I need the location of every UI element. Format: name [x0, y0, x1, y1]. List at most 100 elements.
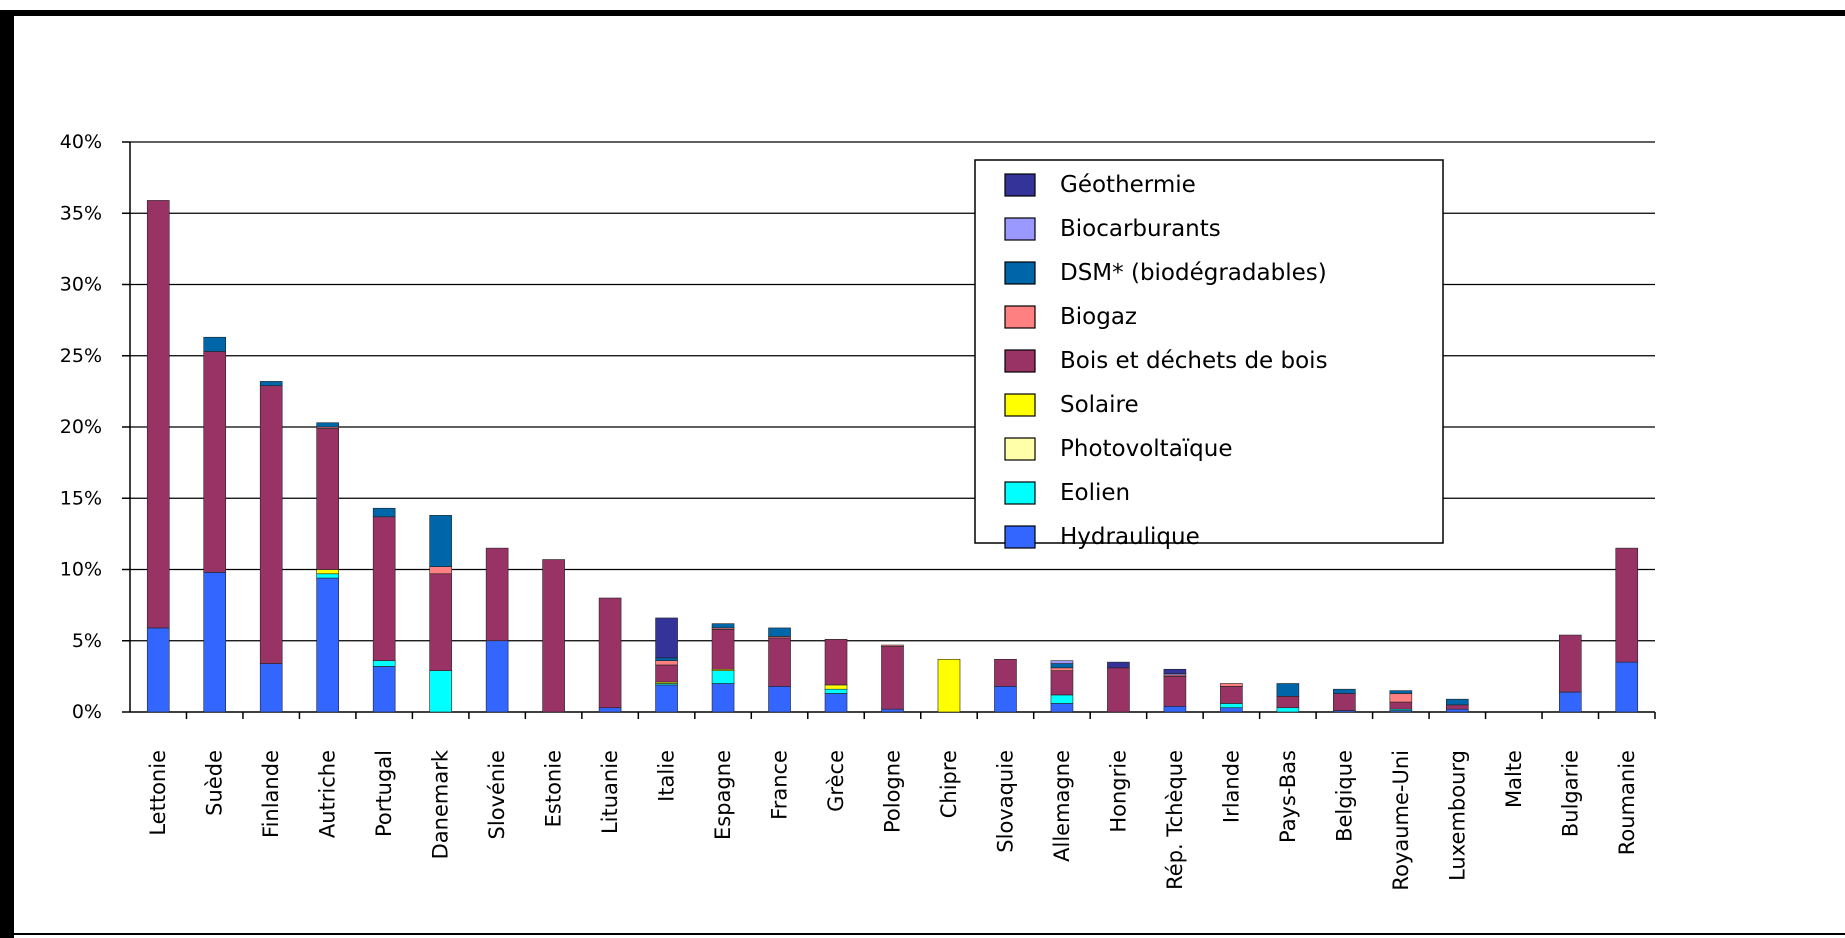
bar-segment: [259, 381, 283, 386]
legend-label: Géothermie: [1060, 172, 1196, 198]
x-tick-label: Belgique: [1332, 750, 1356, 842]
x-tick-label: Irlande: [1219, 750, 1243, 823]
bar-segment: [768, 686, 791, 713]
x-tick-label: Royaume-Uni: [1389, 750, 1413, 891]
legend-swatch: [1004, 349, 1036, 373]
frame-border-left: [0, 10, 14, 938]
bar-segment: [372, 516, 396, 662]
bar-segment: [937, 658, 961, 713]
bar-segment: [203, 336, 227, 352]
bar-segment: [1333, 693, 1356, 711]
bar-segment: [655, 684, 678, 713]
bar-segment: [1558, 634, 1582, 693]
bar-segment: [711, 670, 735, 684]
legend-box: [974, 159, 1444, 544]
legend-label: Solaire: [1060, 392, 1139, 418]
bar-segment: [259, 385, 283, 664]
bar-segment: [768, 627, 791, 637]
bar-segment: [1276, 696, 1300, 709]
legend-swatch: [1004, 261, 1036, 285]
x-tick-label: France: [768, 750, 792, 820]
x-tick-label: Grèce: [824, 750, 848, 812]
bar-segment: [824, 684, 848, 690]
y-tick-label: 25%: [60, 345, 102, 367]
x-tick-label: Finlande: [259, 750, 283, 838]
legend-label: Hydraulique: [1060, 524, 1200, 550]
legend-swatch: [1004, 481, 1036, 505]
bar-segment: [598, 707, 622, 713]
legend-swatch: [1004, 437, 1036, 461]
bar-segment: [655, 660, 678, 666]
bar-segment: [655, 657, 678, 661]
bar-segment: [1220, 683, 1243, 687]
bar-segment: [824, 639, 848, 686]
bar-segment: [824, 693, 848, 713]
bar-segment: [146, 627, 170, 713]
bar-segment: [1446, 698, 1469, 706]
chart-legend: Géothermie Biocarburants DSM* (biodégradab…: [974, 159, 1444, 550]
bar-segment: [429, 670, 452, 713]
bar-segment: [1389, 690, 1413, 694]
frame-border-top: [0, 10, 1845, 16]
bar-segment: [372, 507, 396, 518]
x-tick-label: Lettonie: [146, 750, 170, 836]
legend-swatch: [1004, 525, 1036, 549]
bar-segment: [1107, 667, 1130, 713]
x-tick-label: Suède: [203, 750, 227, 816]
bar-segment: [824, 688, 848, 694]
bar-segment: [1389, 701, 1413, 710]
bar-segment: [1050, 670, 1074, 696]
y-tick-label: 15%: [60, 487, 102, 509]
bar-segment: [1276, 707, 1300, 713]
bar-segment: [881, 646, 904, 710]
x-tick-label: Slovaquie: [993, 750, 1017, 853]
legend-swatch: [1004, 217, 1036, 241]
bar-segment: [485, 547, 509, 642]
x-tick-label: Malte: [1502, 750, 1526, 808]
bar-segment: [316, 573, 339, 579]
bar-segment: [1163, 676, 1187, 707]
bar-segment: [1220, 703, 1243, 709]
bar-segment: [1446, 704, 1469, 710]
bar-segment: [711, 623, 735, 629]
y-tick-label: 40%: [60, 131, 102, 153]
legend-label: Bois et déchets de bois: [1060, 348, 1328, 374]
bar-segment: [429, 573, 452, 671]
bar-segment: [711, 629, 735, 670]
bar-segment: [316, 422, 339, 428]
bar-segment: [316, 569, 339, 575]
bar-segment: [203, 572, 227, 713]
x-tick-label: Allemagne: [1050, 750, 1074, 862]
x-tick-label: Luxembourg: [1445, 750, 1469, 881]
bar-segment: [881, 708, 904, 713]
legend-label: Biocarburants: [1060, 216, 1221, 242]
x-tick-label: Autriche: [316, 750, 340, 838]
x-tick-label: Italie: [655, 750, 679, 802]
x-tick-label: Estonie: [542, 750, 566, 827]
bar-segment: [1389, 693, 1413, 703]
legend-label: Eolien: [1060, 480, 1130, 506]
y-tick-label: 5%: [72, 630, 102, 652]
y-tick-label: 0%: [72, 701, 102, 723]
legend-swatch: [1004, 305, 1036, 329]
bar-segment: [372, 660, 396, 667]
y-tick-label: 20%: [60, 416, 102, 438]
bar-segment: [1446, 708, 1469, 713]
bar-segment: [1107, 661, 1130, 669]
bar-segment: [1050, 663, 1074, 669]
bar-segment: [655, 617, 678, 659]
bar-segment: [1163, 668, 1187, 674]
legend-label: DSM* (biodégradables): [1060, 260, 1327, 286]
bar-segment: [485, 640, 509, 713]
bar-segment: [542, 559, 565, 713]
bar-segment: [1050, 703, 1074, 713]
bar-segment: [1050, 667, 1074, 671]
x-tick-label: Bulgarie: [1558, 750, 1582, 837]
bar-segment: [372, 666, 396, 713]
y-tick-label: 10%: [60, 559, 102, 581]
bar-segment: [994, 658, 1017, 687]
legend-label: Photovoltaïque: [1060, 436, 1233, 462]
bar-segment: [768, 637, 791, 687]
bar-segment: [429, 515, 452, 567]
